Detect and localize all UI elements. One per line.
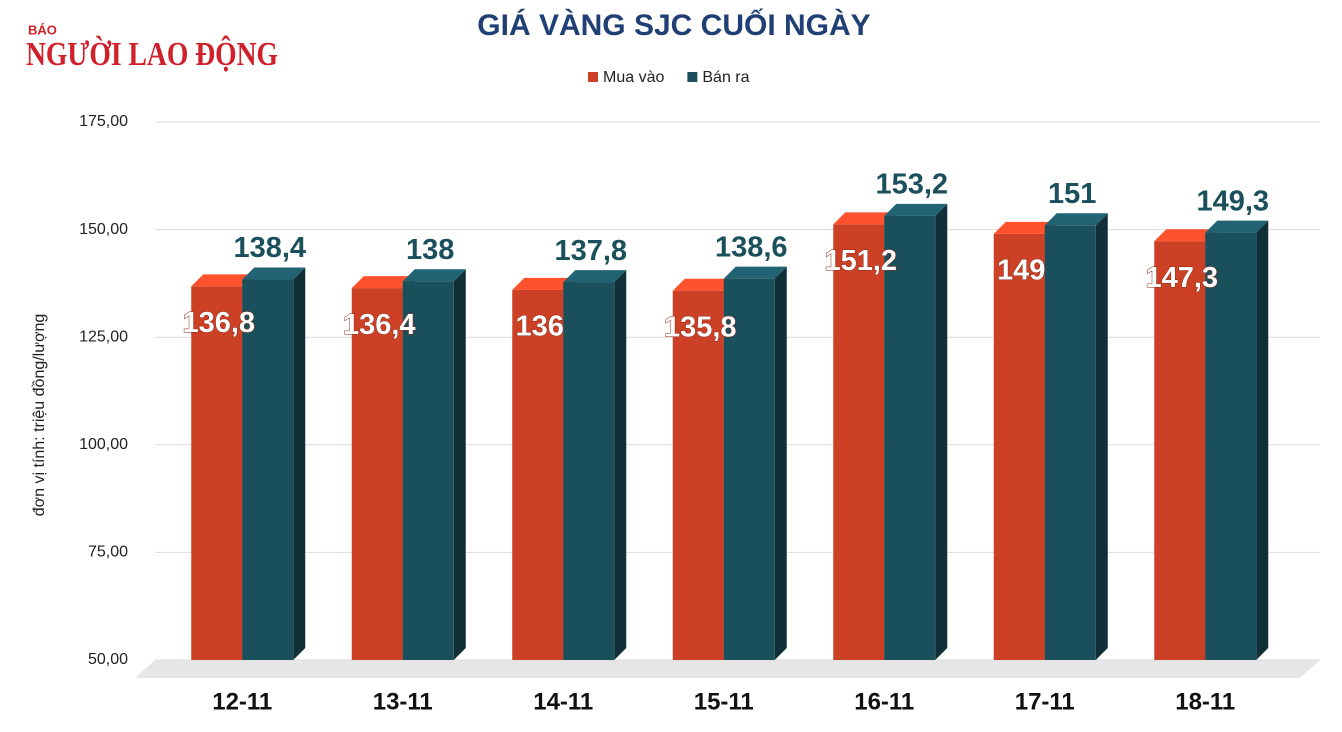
logo-main: NGƯỜI LAO ĐỘNG bbox=[26, 35, 278, 73]
bar bbox=[402, 281, 454, 660]
bar-side bbox=[774, 266, 787, 660]
data-label: 153,2 bbox=[875, 168, 948, 200]
bar-top bbox=[1044, 213, 1108, 226]
data-label: 138,6 bbox=[715, 231, 788, 263]
bar-side bbox=[453, 269, 466, 660]
bar bbox=[1205, 232, 1257, 660]
bar-side bbox=[614, 270, 627, 660]
data-label: 147,3 bbox=[1145, 262, 1218, 294]
data-label: 138,4 bbox=[233, 232, 306, 264]
y-tick-label: 50,00 bbox=[88, 651, 128, 668]
legend-swatch bbox=[588, 72, 598, 82]
bar-top bbox=[993, 221, 1057, 234]
legend-label: Bán ra bbox=[702, 69, 749, 86]
legend-swatch bbox=[687, 72, 698, 82]
x-tick-label: 15-11 bbox=[694, 688, 754, 715]
y-tick-label: 75,00 bbox=[88, 544, 128, 561]
bar bbox=[512, 289, 564, 660]
bar bbox=[833, 224, 885, 661]
bar-top bbox=[512, 277, 576, 290]
bar bbox=[351, 288, 403, 660]
bar bbox=[993, 233, 1045, 661]
bar-top bbox=[351, 276, 415, 289]
y-tick-label: 150,00 bbox=[79, 221, 128, 238]
bar-top bbox=[884, 203, 948, 216]
data-label: 137,8 bbox=[554, 235, 627, 267]
bar-top bbox=[672, 278, 736, 291]
data-label: 151,2 bbox=[824, 245, 897, 277]
data-label: 136 bbox=[516, 311, 564, 343]
x-tick-label: 18-11 bbox=[1175, 688, 1235, 715]
bar-top bbox=[402, 269, 466, 282]
legend-label: Mua vào bbox=[603, 69, 664, 86]
bar-top bbox=[1205, 220, 1269, 233]
y-tick-label: 100,00 bbox=[79, 436, 128, 453]
bar-top bbox=[563, 270, 627, 283]
bar bbox=[672, 290, 724, 660]
chart-title: GIÁ VÀNG SJC CUỐI NGÀY bbox=[477, 8, 870, 42]
bar-top bbox=[723, 266, 787, 279]
bar-top bbox=[833, 212, 897, 225]
bar-top bbox=[242, 267, 306, 280]
bar bbox=[563, 282, 615, 660]
data-label: 138 bbox=[406, 234, 454, 266]
bar-side bbox=[293, 267, 306, 660]
data-label: 149,3 bbox=[1196, 185, 1269, 217]
data-label: 151 bbox=[1048, 178, 1096, 210]
bar-side bbox=[1095, 213, 1108, 660]
floor bbox=[135, 660, 1320, 678]
x-tick-label: 13-11 bbox=[373, 688, 433, 715]
x-tick-label: 16-11 bbox=[854, 688, 914, 715]
data-label: 136,4 bbox=[343, 309, 416, 341]
bar-side bbox=[1256, 220, 1269, 660]
x-tick-label: 12-11 bbox=[212, 688, 272, 715]
bar bbox=[1154, 241, 1206, 660]
data-label: 135,8 bbox=[664, 311, 737, 343]
x-tick-label: 14-11 bbox=[533, 688, 593, 715]
logo-small: BÁO bbox=[28, 22, 57, 37]
bar-side bbox=[935, 203, 948, 660]
bar bbox=[191, 286, 243, 660]
y-tick-label: 125,00 bbox=[79, 328, 128, 345]
data-label: 149 bbox=[997, 255, 1045, 287]
bar bbox=[884, 215, 936, 660]
x-tick-label: 17-11 bbox=[1015, 688, 1075, 715]
data-label: 136,8 bbox=[182, 307, 255, 339]
bar-top bbox=[1154, 229, 1218, 242]
y-axis-title: đơn vị tính: triệu đồng/lượng bbox=[31, 314, 48, 516]
bar bbox=[1044, 225, 1096, 660]
bar-top bbox=[191, 274, 255, 287]
bar bbox=[723, 278, 775, 660]
bar bbox=[242, 279, 294, 660]
y-tick-label: 175,00 bbox=[79, 113, 128, 130]
